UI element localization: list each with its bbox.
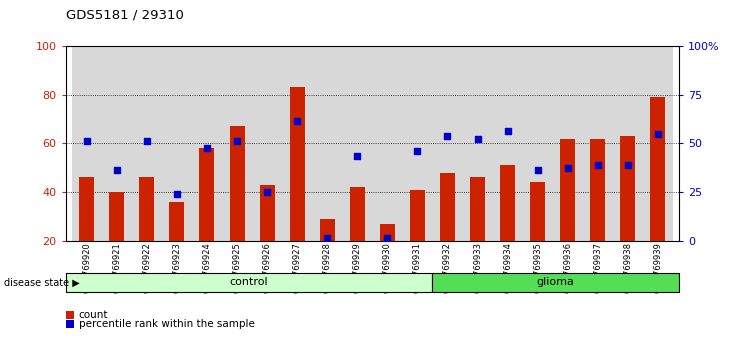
- Bar: [101, 46, 132, 241]
- Point: [652, 131, 664, 136]
- Bar: [463, 46, 493, 241]
- Bar: [440, 172, 455, 241]
- Bar: [350, 187, 365, 241]
- Point: [141, 138, 153, 144]
- Point: [622, 162, 634, 168]
- Text: disease state ▶: disease state ▶: [4, 277, 80, 287]
- Bar: [80, 177, 94, 241]
- Point: [231, 138, 243, 144]
- Point: [81, 138, 93, 144]
- Bar: [560, 138, 575, 241]
- Point: [562, 165, 574, 171]
- Bar: [229, 126, 245, 241]
- Text: count: count: [79, 310, 108, 320]
- Bar: [139, 177, 154, 241]
- Bar: [192, 46, 222, 241]
- Bar: [199, 148, 215, 241]
- Bar: [260, 185, 274, 241]
- Point: [592, 162, 604, 168]
- Bar: [110, 192, 124, 241]
- Bar: [410, 190, 425, 241]
- Bar: [312, 46, 342, 241]
- Point: [321, 235, 333, 241]
- Point: [291, 119, 303, 124]
- Bar: [222, 46, 252, 241]
- Bar: [612, 46, 643, 241]
- Bar: [591, 138, 605, 241]
- Bar: [132, 46, 162, 241]
- Bar: [282, 46, 312, 241]
- Bar: [553, 46, 583, 241]
- Bar: [162, 46, 192, 241]
- Bar: [402, 46, 432, 241]
- Bar: [620, 136, 635, 241]
- Text: GDS5181 / 29310: GDS5181 / 29310: [66, 9, 183, 22]
- Bar: [500, 165, 515, 241]
- Point: [111, 167, 123, 173]
- Bar: [380, 224, 395, 241]
- Point: [442, 133, 453, 139]
- Point: [502, 129, 513, 134]
- Bar: [643, 46, 673, 241]
- Bar: [320, 219, 335, 241]
- Point: [201, 145, 213, 151]
- Bar: [72, 46, 101, 241]
- Text: control: control: [230, 277, 269, 287]
- Bar: [252, 46, 282, 241]
- Bar: [470, 177, 485, 241]
- Point: [351, 153, 363, 158]
- Bar: [583, 46, 612, 241]
- Bar: [523, 46, 553, 241]
- Bar: [169, 202, 185, 241]
- Point: [171, 192, 182, 197]
- Bar: [372, 46, 402, 241]
- Point: [412, 148, 423, 154]
- Bar: [650, 97, 665, 241]
- Bar: [342, 46, 372, 241]
- Point: [531, 167, 543, 173]
- Point: [472, 136, 483, 141]
- Point: [382, 235, 393, 241]
- Text: glioma: glioma: [537, 277, 575, 287]
- Text: percentile rank within the sample: percentile rank within the sample: [79, 319, 255, 329]
- Bar: [530, 182, 545, 241]
- Bar: [493, 46, 523, 241]
- Point: [261, 189, 273, 195]
- Bar: [432, 46, 463, 241]
- Bar: [290, 87, 304, 241]
